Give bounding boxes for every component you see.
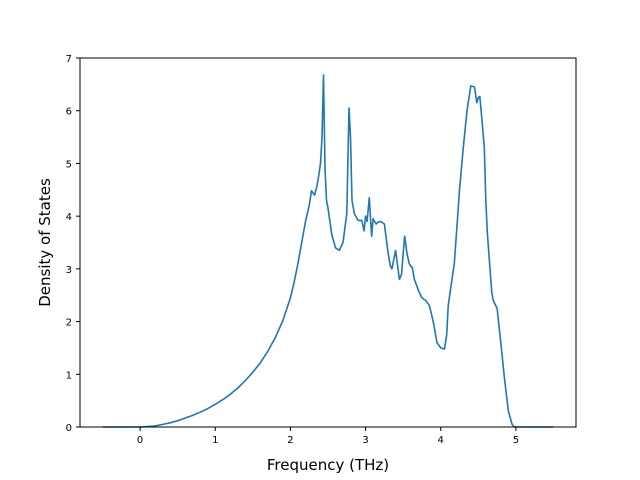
tick-marks <box>76 57 517 431</box>
dos-series-line <box>102 74 554 428</box>
y-tick-label: 1 <box>66 370 72 381</box>
x-tick-label: 1 <box>212 435 218 446</box>
x-axis-label: Frequency (THz) <box>267 456 389 474</box>
y-tick-label: 4 <box>66 212 72 223</box>
y-tick-label: 7 <box>66 54 72 65</box>
y-tick-label: 0 <box>66 423 72 434</box>
y-axis-label: Density of States <box>36 178 54 307</box>
y-tick-label: 6 <box>66 107 72 118</box>
x-tick-label: 4 <box>438 435 444 446</box>
x-tick-label: 2 <box>287 435 293 446</box>
x-tick-label: 5 <box>513 435 519 446</box>
plot-area <box>102 74 554 428</box>
x-tick-label: 3 <box>362 435 368 446</box>
x-tick-label: 0 <box>137 435 143 446</box>
axes-frame <box>79 57 577 428</box>
y-tick-label: 5 <box>66 159 72 170</box>
y-tick-label: 2 <box>66 318 72 329</box>
y-tick-label: 3 <box>66 265 72 276</box>
